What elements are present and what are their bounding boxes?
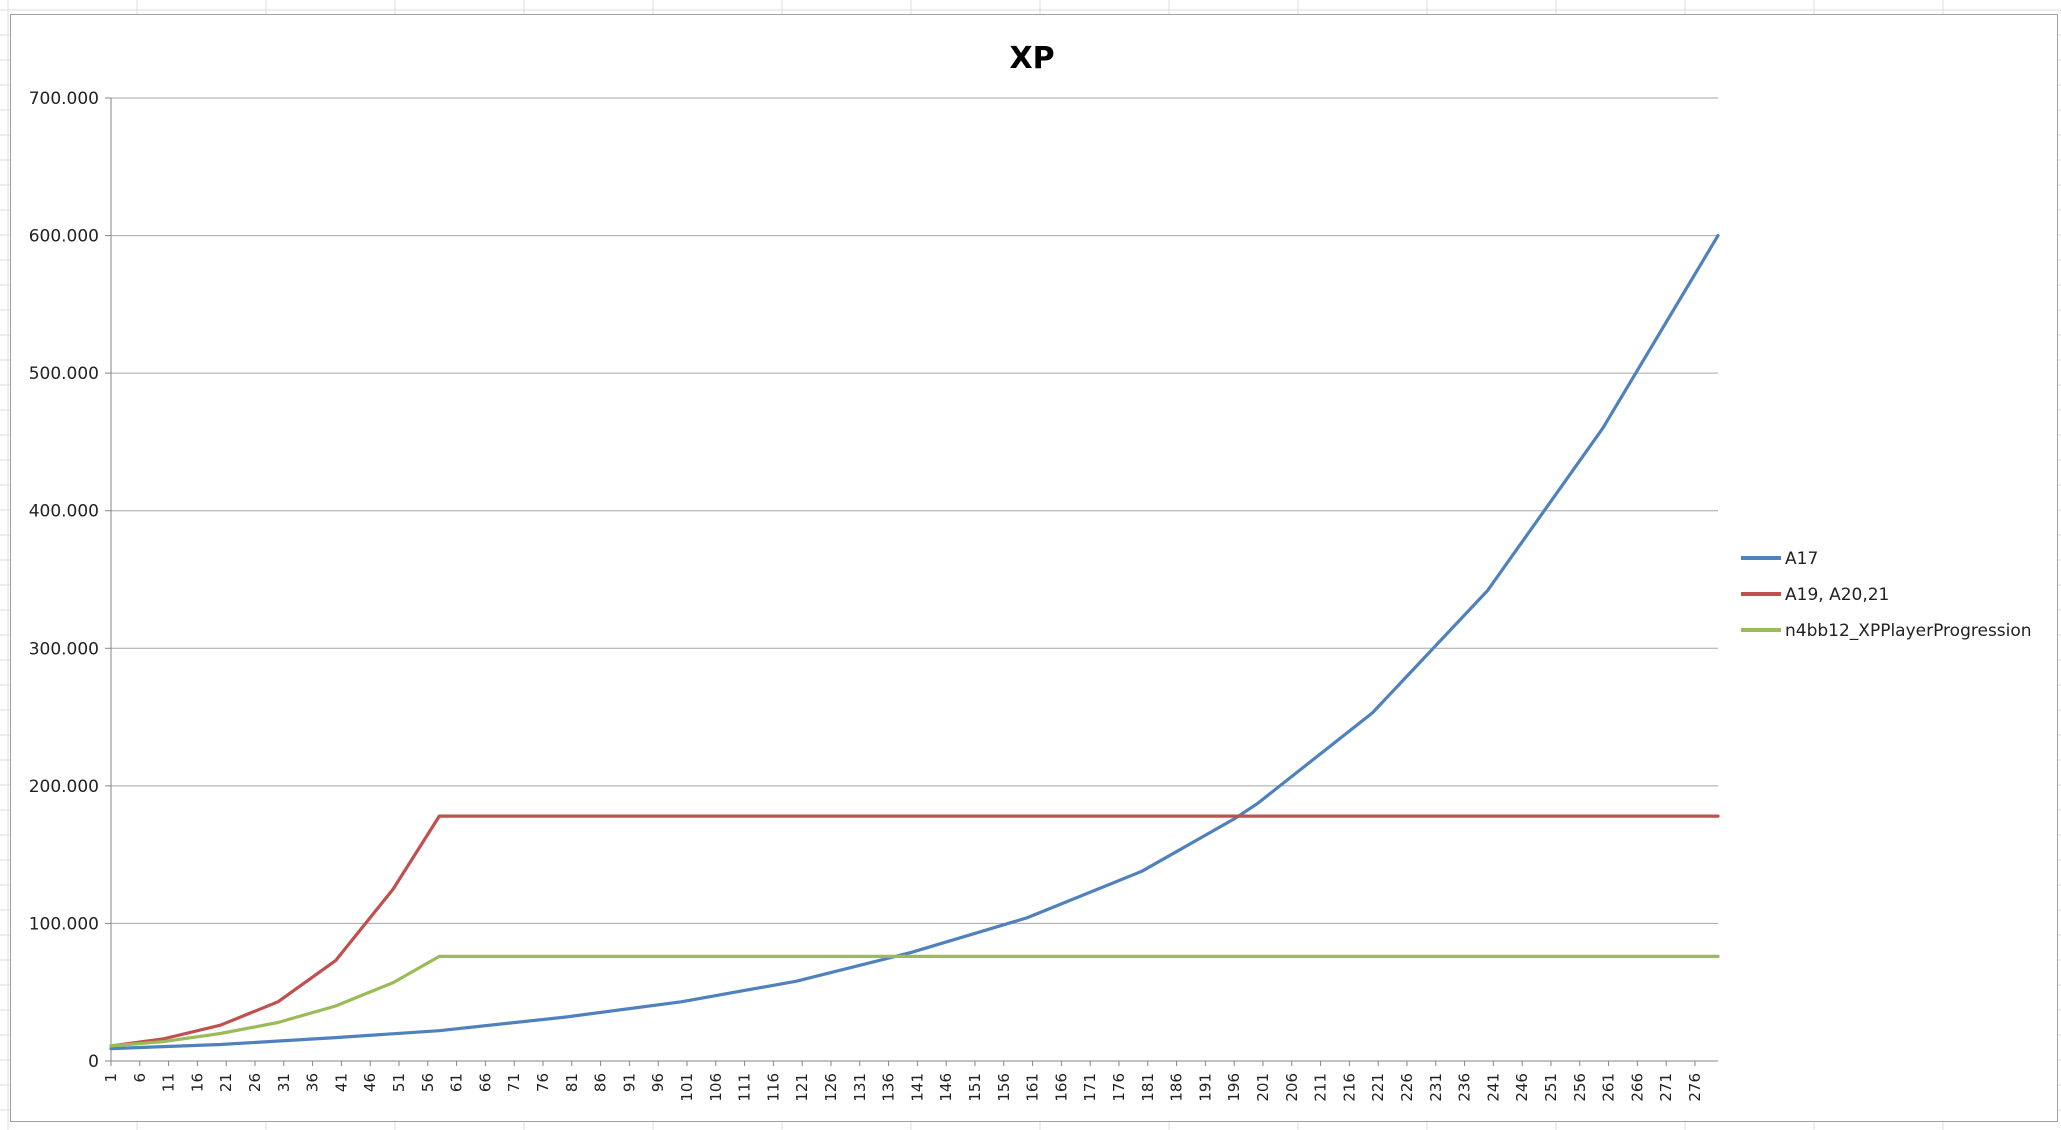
x-tick-label: 251	[1542, 1073, 1560, 1102]
x-tick-label: 51	[390, 1073, 408, 1092]
x-tick-label: 221	[1369, 1073, 1387, 1102]
x-tick-label: 91	[620, 1073, 638, 1092]
x-tick-label: 126	[822, 1073, 840, 1102]
chart-area[interactable]: XP 0 100.000 200.000 300.000 400.000 500.000 6…	[10, 14, 2058, 1122]
x-tick-label: 166	[1052, 1073, 1070, 1102]
x-tick-label: 161	[1024, 1073, 1042, 1102]
x-tick-label: 246	[1513, 1073, 1531, 1102]
x-tick-label: 26	[246, 1073, 264, 1092]
x-axis-tick-labels: 1 6 11 16 21 26 31 36 41 46 51 56 61 66 71 76 81 86 91 96 10…	[102, 1073, 1704, 1102]
x-tick-label: 206	[1283, 1073, 1301, 1102]
x-tick-label: 46	[361, 1073, 379, 1092]
y-tick-label: 100.000	[29, 914, 99, 934]
x-tick-label: 186	[1168, 1073, 1186, 1102]
x-tick-label: 81	[563, 1073, 581, 1092]
y-axis-tick-labels: 0 100.000 200.000 300.000 400.000 500.000 600.…	[29, 89, 99, 1072]
x-tick-label: 256	[1571, 1073, 1589, 1102]
legend[interactable]: A17 A19, A20,21 n4bb12_XPPlayerProgression	[1741, 549, 2032, 641]
x-tick-label: 141	[908, 1073, 926, 1102]
x-tick-label: 101	[678, 1073, 696, 1102]
series-line	[109, 234, 1720, 1051]
x-tick-label: 11	[160, 1073, 178, 1092]
x-tick-label: 106	[707, 1073, 725, 1102]
x-tick-label: 116	[764, 1073, 782, 1102]
axes	[105, 97, 1718, 1066]
x-tick-label: 21	[217, 1073, 235, 1092]
x-tick-label: 71	[505, 1073, 523, 1092]
x-tick-label: 66	[476, 1073, 494, 1092]
x-tick-label: 96	[649, 1073, 667, 1092]
series-line	[109, 814, 1720, 1048]
y-tick-label: 600.000	[29, 227, 99, 247]
x-tick-label: 41	[332, 1073, 350, 1092]
y-tick-label: 500.000	[29, 364, 99, 384]
legend-entry: A17	[1785, 549, 1818, 569]
x-tick-label: 151	[966, 1073, 984, 1102]
x-tick-label: 261	[1600, 1073, 1618, 1102]
x-tick-label: 191	[1196, 1073, 1214, 1102]
x-tick-label: 86	[592, 1073, 610, 1092]
x-tick-label: 276	[1686, 1073, 1704, 1102]
series-line	[109, 954, 1720, 1048]
x-tick-label: 31	[275, 1073, 293, 1092]
x-tick-label: 236	[1456, 1073, 1474, 1102]
x-tick-label: 131	[851, 1073, 869, 1102]
chart-canvas: XP 0 100.000 200.000 300.000 400.000 500.000 6…	[29, 41, 2032, 1102]
x-tick-label: 76	[534, 1073, 552, 1092]
x-tick-label: 16	[188, 1073, 206, 1092]
y-tick-label: 300.000	[29, 639, 99, 659]
x-tick-label: 146	[937, 1073, 955, 1102]
x-tick-label: 121	[793, 1073, 811, 1102]
y-tick-label: 200.000	[29, 777, 99, 797]
legend-entry: A19, A20,21	[1785, 585, 1889, 605]
x-tick-label: 1	[102, 1073, 120, 1083]
y-tick-label: 0	[88, 1052, 99, 1072]
x-tick-label: 201	[1254, 1073, 1272, 1102]
x-tick-label: 36	[304, 1073, 322, 1092]
x-tick-label: 241	[1484, 1073, 1502, 1102]
y-tick-label: 700.000	[29, 89, 99, 109]
y-tick-label: 400.000	[29, 502, 99, 522]
x-tick-label: 176	[1110, 1073, 1128, 1102]
x-tick-label: 56	[419, 1073, 437, 1092]
x-tick-label: 226	[1398, 1073, 1416, 1102]
x-tick-label: 271	[1657, 1073, 1675, 1102]
chart-title: XP	[1009, 41, 1054, 76]
x-tick-label: 111	[736, 1073, 754, 1102]
gridlines	[111, 97, 1718, 924]
x-tick-label: 156	[995, 1073, 1013, 1102]
x-tick-label: 216	[1340, 1073, 1358, 1102]
x-tick-label: 211	[1312, 1073, 1330, 1102]
x-tick-label: 171	[1081, 1073, 1099, 1102]
legend-entry: n4bb12_XPPlayerProgression	[1785, 621, 2032, 641]
x-tick-label: 181	[1139, 1073, 1157, 1102]
x-tick-label: 61	[448, 1073, 466, 1092]
x-tick-label: 231	[1427, 1073, 1445, 1102]
x-tick-label: 136	[880, 1073, 898, 1102]
x-tick-label: 196	[1225, 1073, 1243, 1102]
x-tick-label: 266	[1628, 1073, 1646, 1102]
x-tick-label: 6	[131, 1073, 149, 1083]
series-lines	[109, 234, 1720, 1051]
